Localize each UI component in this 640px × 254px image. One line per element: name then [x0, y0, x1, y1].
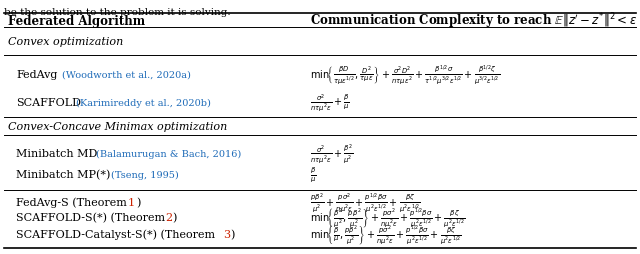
- Text: $\min\!\left\{\frac{\beta}{\mu},\frac{p\beta^2}{\mu^2}\right\}+\frac{p\sigma^2}{: $\min\!\left\{\frac{\beta}{\mu},\frac{p\…: [310, 223, 461, 246]
- Text: 2: 2: [165, 212, 172, 222]
- Text: 1: 1: [128, 197, 135, 207]
- Text: ): ): [172, 212, 177, 222]
- Text: 3: 3: [223, 229, 230, 239]
- Text: Minibatch MD: Minibatch MD: [16, 148, 97, 158]
- Text: ): ): [230, 229, 234, 239]
- Text: (Woodworth et al., 2020a): (Woodworth et al., 2020a): [62, 70, 191, 79]
- Text: SCAFFOLD: SCAFFOLD: [16, 98, 81, 108]
- Text: Federated Algorithm: Federated Algorithm: [8, 14, 145, 27]
- Text: $\frac{\beta}{\mu}$: $\frac{\beta}{\mu}$: [310, 165, 316, 184]
- Text: Minibatch MP(*): Minibatch MP(*): [16, 169, 110, 179]
- Text: Communication Complexity to reach $\mathbb{E}\|z^{\prime}-z^{*}\|^{2}<\epsilon$: Communication Complexity to reach $\math…: [310, 11, 637, 31]
- Text: $\frac{\sigma^2}{n\tau\mu^2\epsilon}+\frac{\beta}{\mu}$: $\frac{\sigma^2}{n\tau\mu^2\epsilon}+\fr…: [310, 92, 349, 113]
- Text: (Karimireddy et al., 2020b): (Karimireddy et al., 2020b): [76, 98, 211, 107]
- Text: (Balamurugan & Bach, 2016): (Balamurugan & Bach, 2016): [96, 149, 241, 158]
- Text: FedAvg: FedAvg: [16, 70, 58, 80]
- Text: FedAvg-S (Theorem: FedAvg-S (Theorem: [16, 197, 131, 208]
- Text: Convex optimization: Convex optimization: [8, 37, 124, 47]
- Text: (Tseng, 1995): (Tseng, 1995): [111, 170, 179, 179]
- Text: be the solution to the problem it is solving.: be the solution to the problem it is sol…: [4, 8, 230, 17]
- Text: $\frac{\sigma^2}{n\tau\mu^2\epsilon}+\frac{\beta^2}{\mu^2}$: $\frac{\sigma^2}{n\tau\mu^2\epsilon}+\fr…: [310, 142, 353, 165]
- Text: Convex-Concave Minimax optimization: Convex-Concave Minimax optimization: [8, 121, 227, 132]
- Text: $\min\!\left\{\frac{\beta D}{\tau\mu\epsilon^{1/2}},\frac{D^2}{\tau\mu\epsilon}\: $\min\!\left\{\frac{\beta D}{\tau\mu\eps…: [310, 63, 500, 86]
- Text: $\frac{p\beta^2}{\mu^2}+\frac{p\sigma^2}{n\mu^2\epsilon}+\frac{p^{1/2}\beta\sigm: $\frac{p\beta^2}{\mu^2}+\frac{p\sigma^2}…: [310, 191, 420, 214]
- Text: ): ): [136, 197, 140, 207]
- Text: SCAFFOLD-S(*) (Theorem: SCAFFOLD-S(*) (Theorem: [16, 212, 168, 222]
- Text: $\min\!\left\{\frac{\beta^2}{\mu^2},\frac{p\beta^2}{\mu^2}\right\}+\frac{p\sigma: $\min\!\left\{\frac{\beta^2}{\mu^2},\fra…: [310, 205, 465, 229]
- Text: SCAFFOLD-Catalyst-S(*) (Theorem: SCAFFOLD-Catalyst-S(*) (Theorem: [16, 229, 219, 239]
